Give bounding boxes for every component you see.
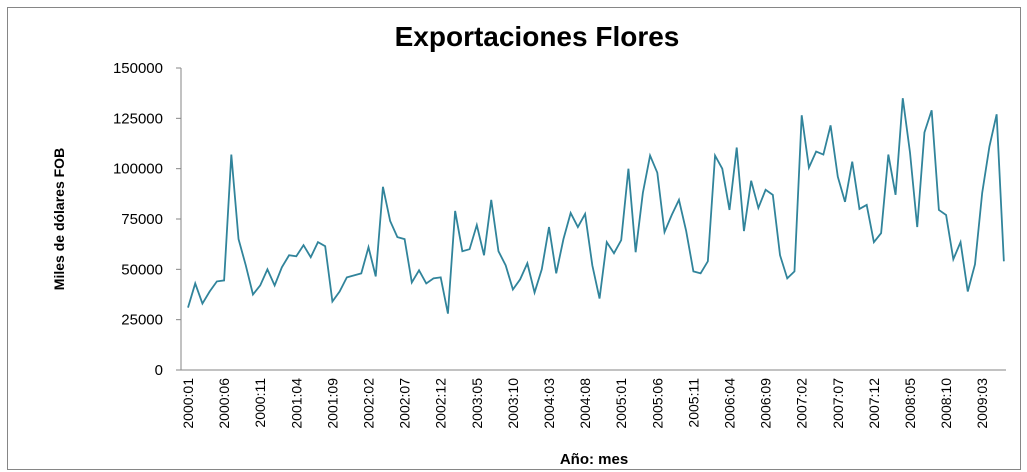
x-tick-label: 2003:10 bbox=[505, 378, 521, 429]
x-tick-label: 2004:03 bbox=[541, 378, 557, 429]
x-tick-label: 2009:03 bbox=[974, 378, 990, 429]
x-tick-label: 2008:05 bbox=[902, 378, 918, 429]
chart-border bbox=[7, 7, 1021, 470]
x-tick-label: 2000:01 bbox=[180, 378, 196, 429]
x-tick-label: 2008:10 bbox=[938, 378, 954, 429]
x-tick-label: 2002:12 bbox=[433, 378, 449, 429]
x-tick-label: 2005:06 bbox=[649, 378, 665, 429]
x-tick-label: 2000:11 bbox=[252, 378, 268, 428]
x-tick-label: 2003:05 bbox=[469, 378, 485, 429]
y-tick-label: 75000 bbox=[121, 211, 163, 228]
data-line bbox=[187, 98, 1005, 314]
x-tick-label: 2007:12 bbox=[866, 378, 882, 429]
y-tick-label: 50000 bbox=[121, 261, 163, 278]
y-tick-label: 100000 bbox=[113, 161, 163, 178]
x-axis-title: Año: mes bbox=[560, 451, 628, 468]
x-tick-label: 2001:04 bbox=[288, 378, 304, 429]
y-tick-label: 25000 bbox=[121, 312, 163, 329]
x-tick-label: 2002:02 bbox=[361, 378, 377, 429]
y-tick-label: 0 bbox=[155, 362, 163, 379]
y-tick-label: 150000 bbox=[113, 60, 163, 77]
x-tick-label: 2005:01 bbox=[613, 378, 629, 429]
x-tick-label: 2000:06 bbox=[216, 378, 232, 429]
y-tick-label: 125000 bbox=[113, 110, 163, 127]
x-tick-label: 2007:02 bbox=[794, 378, 810, 429]
chart-title: Exportaciones Flores bbox=[395, 21, 680, 52]
x-tick-label: 2001:09 bbox=[324, 378, 340, 429]
x-tick-label: 2006:04 bbox=[722, 378, 738, 429]
y-axis-title: Miles de dólares FOB bbox=[51, 148, 67, 290]
x-tick-label: 2006:09 bbox=[758, 378, 774, 429]
x-tick-label: 2004:08 bbox=[577, 378, 593, 429]
x-tick-label: 2007:07 bbox=[830, 378, 846, 429]
x-tick-label: 2002:07 bbox=[397, 378, 413, 429]
x-tick-label: 2005:11 bbox=[685, 378, 701, 428]
